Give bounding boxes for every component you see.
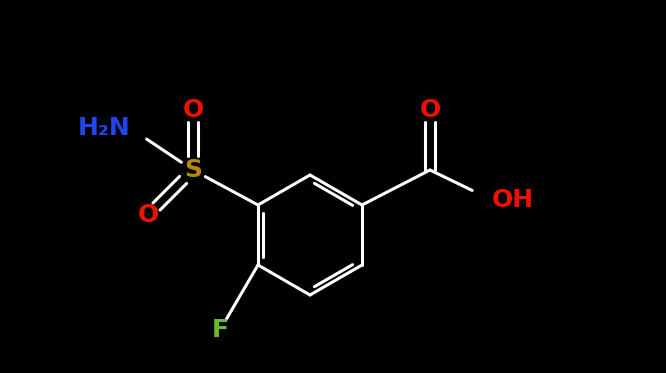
Text: H₂N: H₂N [77, 116, 130, 140]
Text: S: S [184, 158, 202, 182]
Text: O: O [182, 98, 204, 122]
Text: F: F [212, 318, 228, 342]
Text: O: O [137, 203, 159, 227]
Text: OH: OH [492, 188, 534, 212]
Text: O: O [420, 98, 441, 122]
